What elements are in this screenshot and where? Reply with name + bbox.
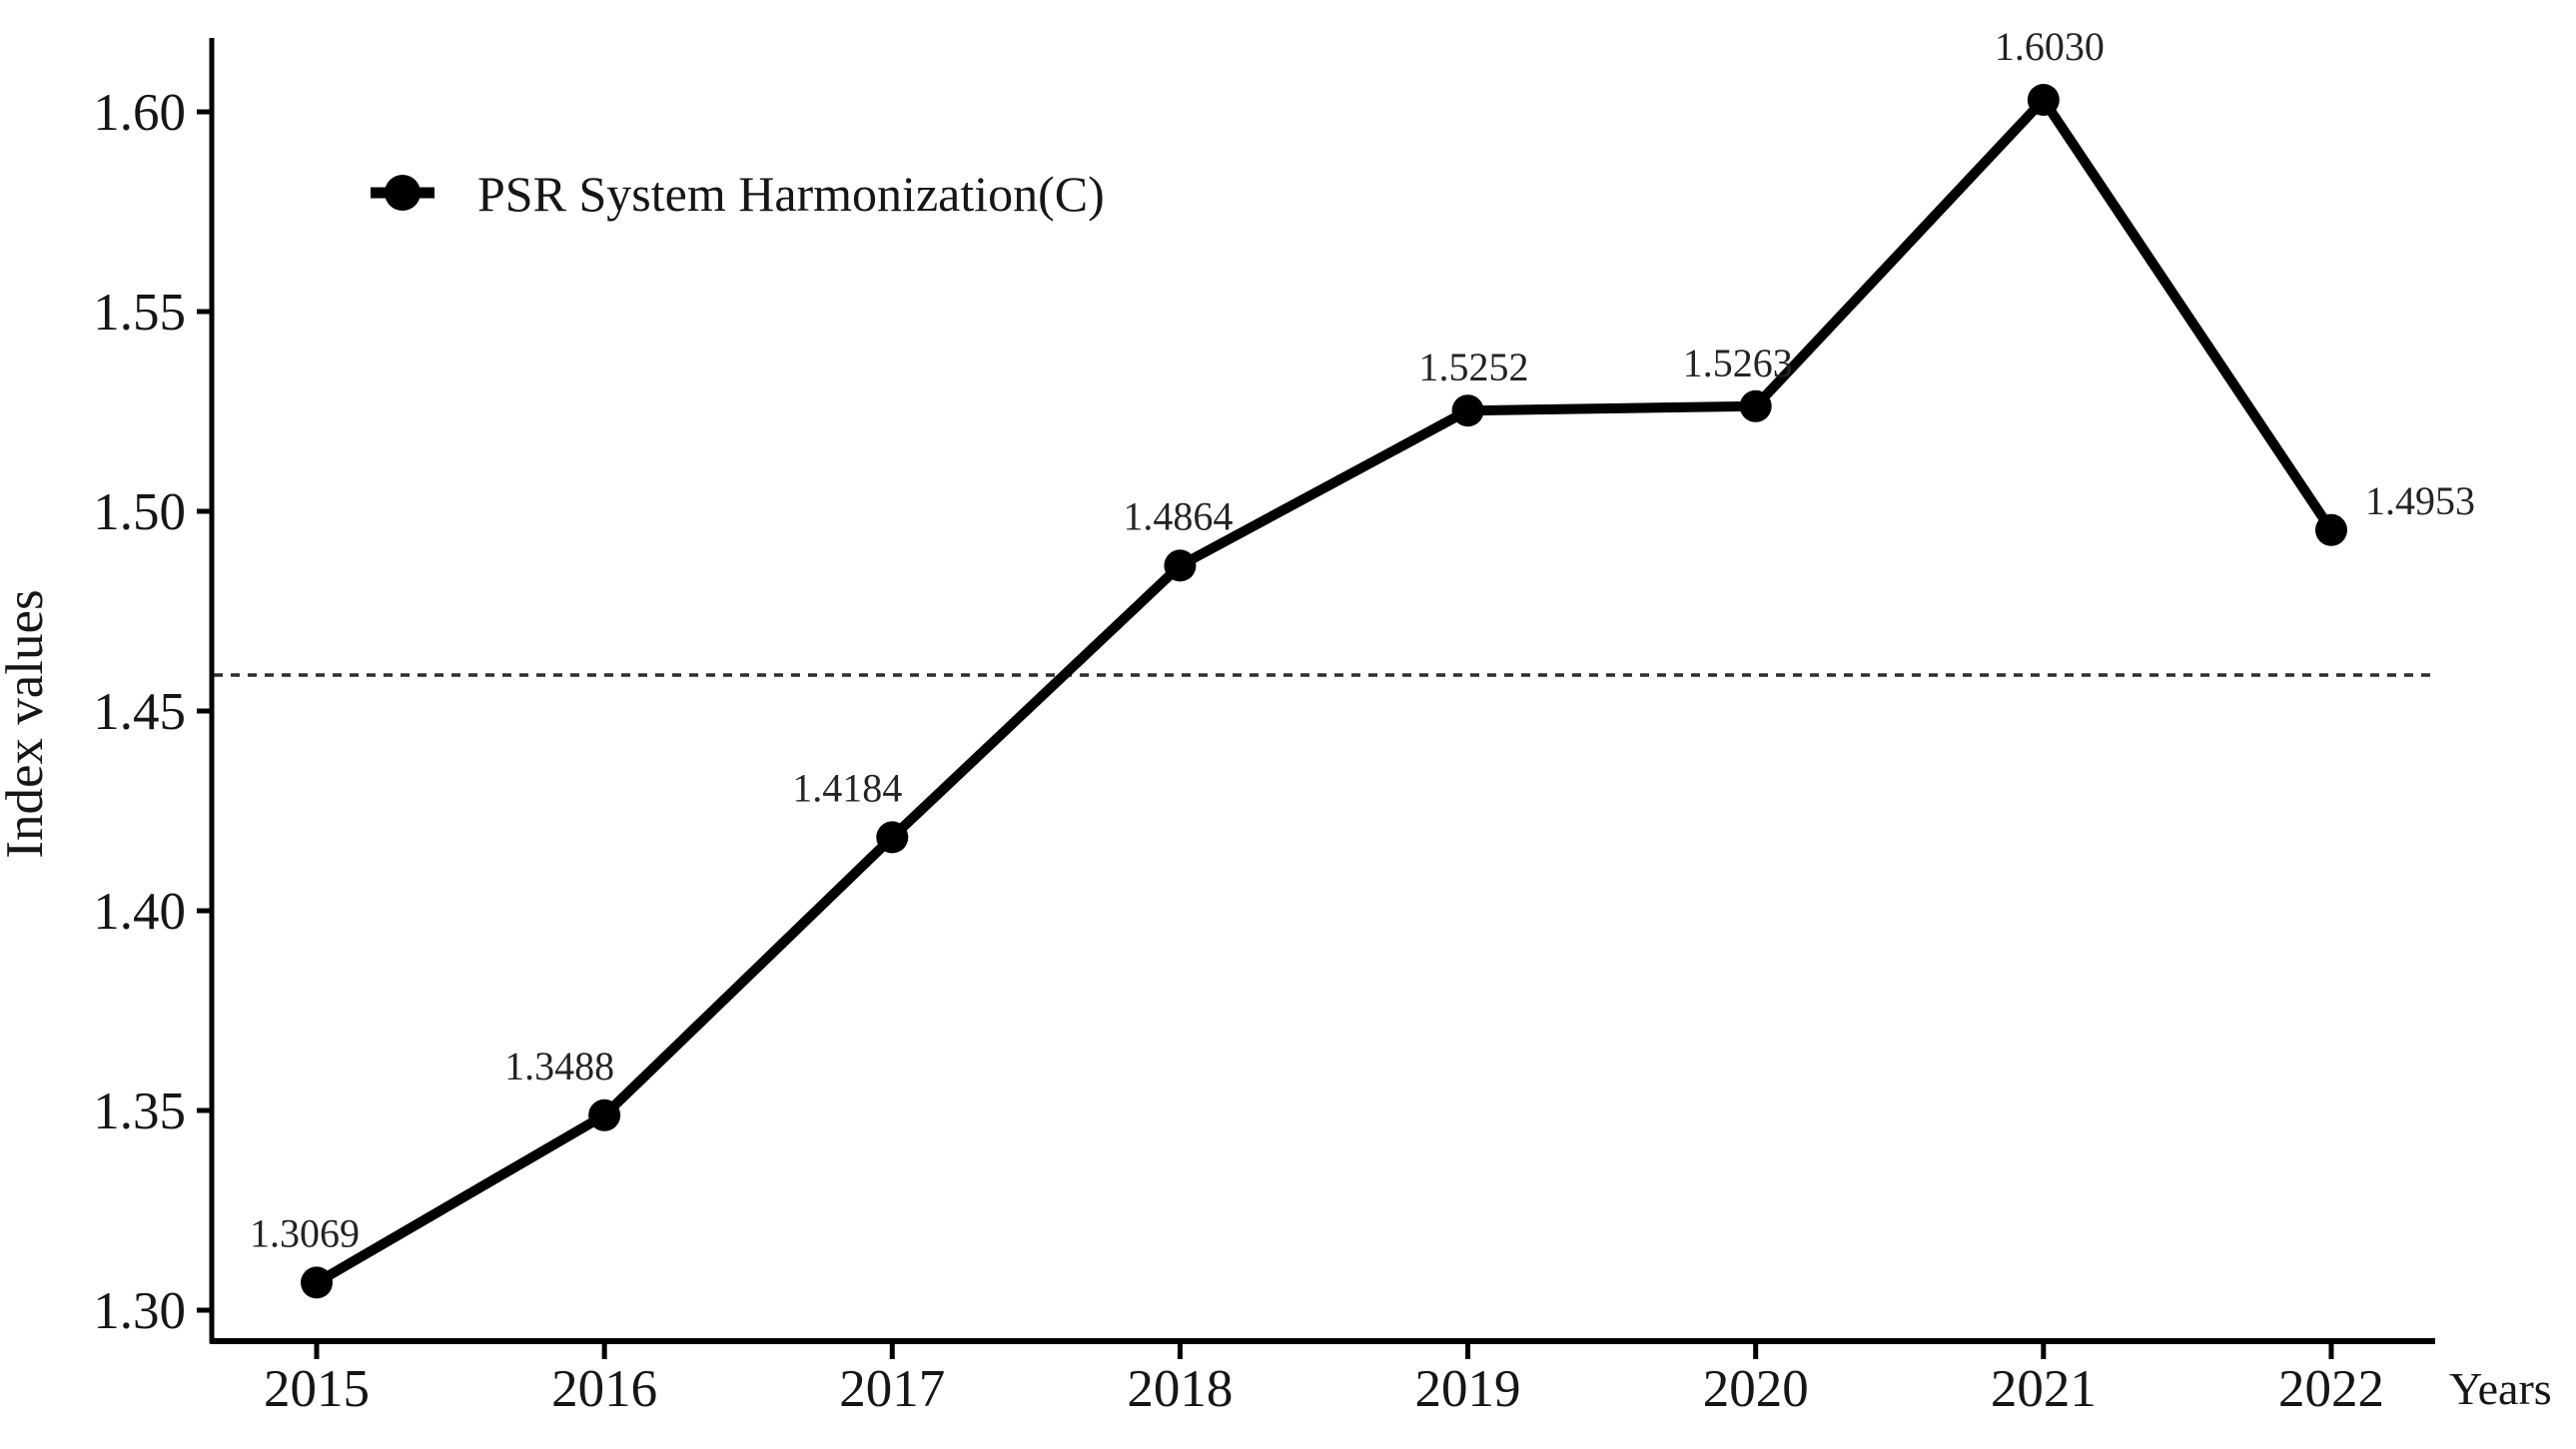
y-tick-label: 1.45: [93, 683, 186, 741]
y-tick-label: 1.40: [93, 883, 186, 941]
x-tick-label: 2016: [551, 1360, 657, 1418]
y-tick-label: 1.55: [93, 284, 186, 342]
x-tick-label: 2022: [2278, 1360, 2384, 1418]
y-tick-label: 1.50: [93, 483, 186, 541]
data-point-marker: [2027, 84, 2060, 116]
data-point-marker: [1739, 389, 1772, 422]
data-point-marker: [876, 821, 909, 854]
data-point-marker: [301, 1266, 333, 1299]
data-point-marker: [1451, 394, 1484, 427]
x-tick-label: 2020: [1703, 1360, 1809, 1418]
x-tick-label: 2018: [1127, 1360, 1233, 1418]
data-point-label: 1.5263: [1683, 341, 1793, 385]
data-point-label: 1.5252: [1419, 345, 1529, 389]
legend-label: PSR System Harmonization(C): [477, 166, 1105, 222]
y-tick-label: 1.35: [93, 1083, 186, 1140]
x-tick-label: 2017: [839, 1360, 945, 1418]
y-axis-title: Index values: [0, 589, 54, 858]
data-point-marker: [588, 1098, 621, 1131]
y-tick-label: 1.30: [93, 1282, 186, 1340]
data-point-label: 1.3488: [504, 1044, 614, 1088]
legend-marker-icon: [385, 175, 421, 211]
x-tick-label: 2019: [1415, 1360, 1521, 1418]
series-line: [312, 95, 2336, 1288]
data-point-label: 1.4864: [1123, 493, 1233, 538]
data-point-label: 1.4953: [2365, 478, 2475, 523]
x-tick-label: 2015: [264, 1360, 370, 1418]
data-point-marker: [1164, 549, 1197, 582]
y-tick-label: 1.60: [93, 84, 186, 142]
data-point-label: 1.6030: [1995, 24, 2105, 69]
x-tick-label: 2021: [1991, 1360, 2097, 1418]
data-point-marker: [2314, 513, 2347, 546]
data-point-label: 1.3069: [250, 1210, 360, 1255]
x-axis-title: Years: [2449, 1363, 2552, 1414]
data-point-label: 1.4184: [792, 765, 902, 810]
